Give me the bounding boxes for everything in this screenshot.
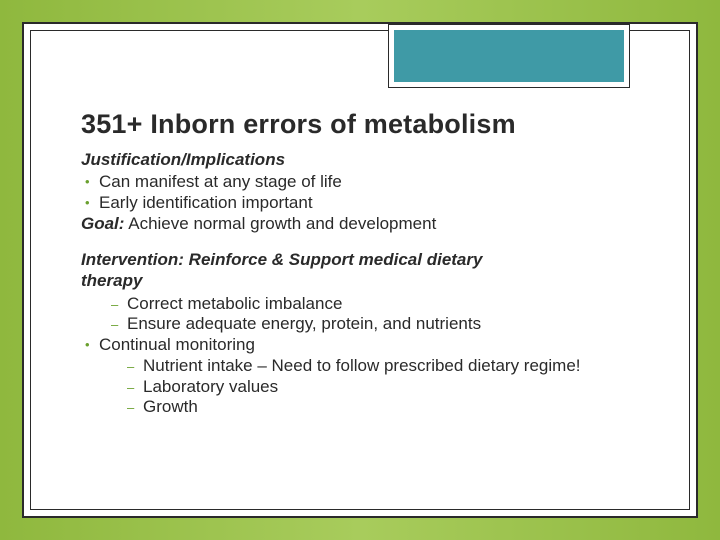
list-item: Ensure adequate energy, protein, and nut…: [127, 314, 649, 335]
list-item: Can manifest at any stage of life: [99, 172, 649, 193]
slide-inner-frame: 351+ Inborn errors of metabolism Justifi…: [30, 30, 690, 510]
justification-list: Can manifest at any stage of life Early …: [81, 172, 649, 213]
intervention-bullet-list: Continual monitoring: [81, 335, 649, 356]
list-item: Laboratory values: [143, 377, 649, 398]
slide-outer-frame: 351+ Inborn errors of metabolism Justifi…: [22, 22, 698, 518]
list-item: Continual monitoring: [99, 335, 649, 356]
list-item: Early identification important: [99, 193, 649, 214]
list-item: Correct metabolic imbalance: [127, 294, 649, 315]
list-item: Growth: [143, 397, 649, 418]
intervention-line2: therapy: [81, 271, 142, 290]
intervention-sub-list: Correct metabolic imbalance Ensure adequ…: [81, 294, 649, 335]
monitoring-list: Nutrient intake – Need to follow prescri…: [81, 356, 649, 418]
goal-line: Goal: Achieve normal growth and developm…: [81, 214, 649, 234]
slide-title: 351+ Inborn errors of metabolism: [81, 109, 649, 140]
slide-content: 351+ Inborn errors of metabolism Justifi…: [81, 109, 649, 418]
goal-text: Achieve normal growth and development: [124, 214, 436, 233]
intervention-heading: Intervention: Reinforce & Support medica…: [81, 250, 649, 290]
justification-heading: Justification/Implications: [81, 150, 649, 170]
accent-box: [389, 25, 629, 87]
goal-label: Goal:: [81, 214, 124, 233]
intervention-line1: Intervention: Reinforce & Support medica…: [81, 250, 482, 269]
list-item: Nutrient intake – Need to follow prescri…: [143, 356, 649, 377]
